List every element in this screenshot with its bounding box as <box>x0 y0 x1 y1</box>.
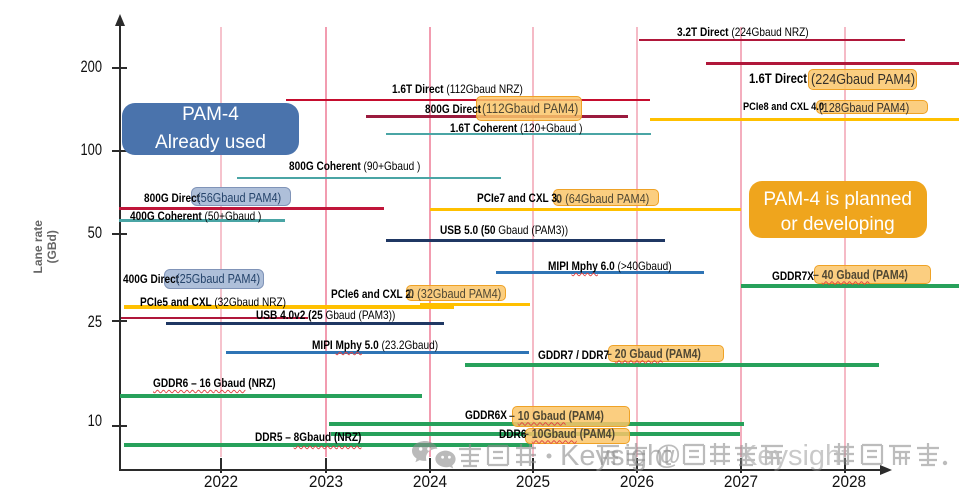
svg-text:@: @ <box>654 440 681 470</box>
svg-text:Keysight: Keysight <box>738 440 849 472</box>
